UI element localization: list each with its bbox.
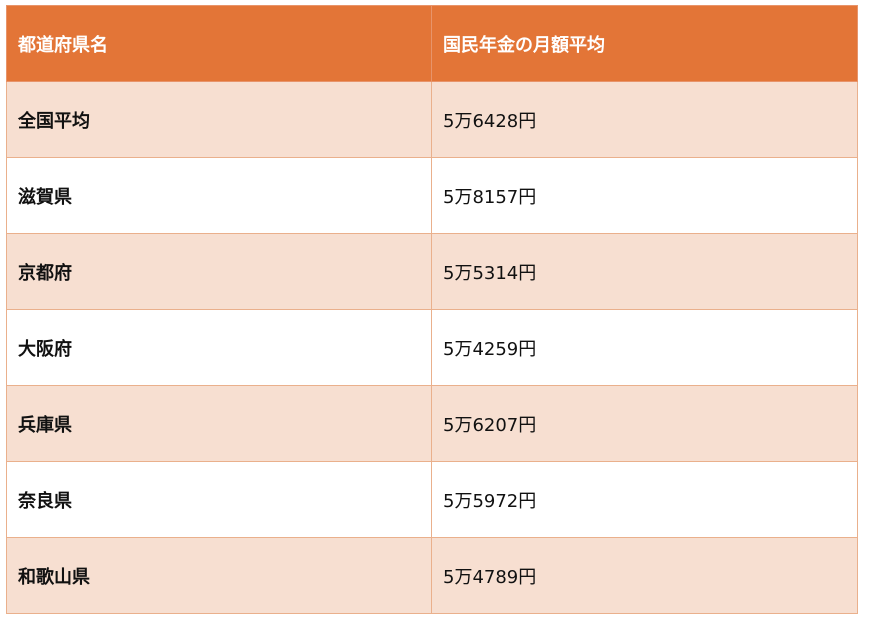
table-row: 大阪府 5万4259円 — [6, 309, 858, 386]
table-header-row: 都道府県名 国民年金の月額平均 — [6, 5, 858, 82]
prefecture-cell: 奈良県 — [6, 461, 432, 538]
pension-table: 都道府県名 国民年金の月額平均 全国平均 5万6428円 滋賀県 5万8157円… — [6, 5, 858, 614]
prefecture-cell: 全国平均 — [6, 81, 432, 158]
prefecture-cell: 滋賀県 — [6, 157, 432, 234]
amount-cell: 5万4789円 — [431, 537, 858, 614]
table-row: 滋賀県 5万8157円 — [6, 157, 858, 234]
amount-cell: 5万6207円 — [431, 385, 858, 462]
table-row: 和歌山県 5万4789円 — [6, 537, 858, 614]
table-row: 京都府 5万5314円 — [6, 233, 858, 310]
amount-cell: 5万4259円 — [431, 309, 858, 386]
table-row: 全国平均 5万6428円 — [6, 81, 858, 158]
amount-cell: 5万5314円 — [431, 233, 858, 310]
header-prefecture: 都道府県名 — [6, 5, 432, 82]
table-row: 兵庫県 5万6207円 — [6, 385, 858, 462]
prefecture-cell: 大阪府 — [6, 309, 432, 386]
amount-cell: 5万5972円 — [431, 461, 858, 538]
prefecture-cell: 京都府 — [6, 233, 432, 310]
header-monthly-average: 国民年金の月額平均 — [431, 5, 858, 82]
table-row: 奈良県 5万5972円 — [6, 461, 858, 538]
prefecture-cell: 兵庫県 — [6, 385, 432, 462]
amount-cell: 5万6428円 — [431, 81, 858, 158]
amount-cell: 5万8157円 — [431, 157, 858, 234]
prefecture-cell: 和歌山県 — [6, 537, 432, 614]
